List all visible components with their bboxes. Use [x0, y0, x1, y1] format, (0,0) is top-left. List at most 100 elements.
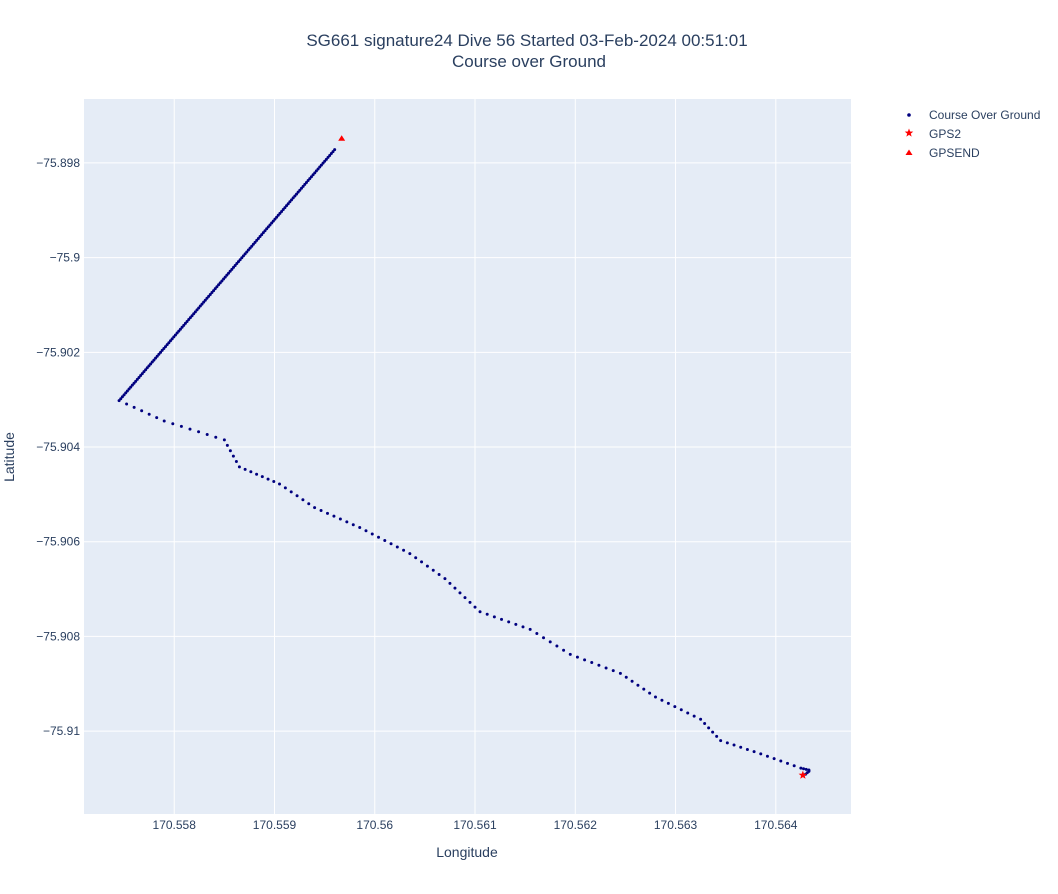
y-tick-label: −75.9: [50, 251, 81, 265]
course-over-ground-point: [358, 526, 362, 530]
course-over-ground-point: [437, 572, 441, 576]
course-over-ground-point: [338, 517, 342, 521]
course-over-ground-point: [249, 470, 253, 474]
x-axis-title: Longitude: [436, 844, 498, 860]
legend-dot-marker: [907, 113, 911, 117]
course-over-ground-point: [332, 514, 336, 518]
course-over-ground-point: [301, 498, 305, 502]
course-over-ground-point: [765, 754, 769, 758]
course-over-ground-point: [707, 726, 711, 730]
course-over-ground-point: [197, 430, 201, 434]
y-tick-label: −75.906: [36, 535, 80, 549]
x-tick-label: 170.56: [356, 818, 393, 832]
course-over-ground-point: [772, 757, 776, 761]
course-over-ground-point: [155, 416, 159, 420]
course-over-ground-point: [370, 532, 374, 536]
y-axis-ticks: −75.898 −75.9 −75.902 −75.904 −75.906 −75.908…: [36, 156, 80, 738]
course-over-ground-point: [759, 752, 763, 756]
course-over-ground-point: [222, 438, 226, 442]
course-over-ground-point: [568, 652, 572, 656]
course-over-ground-point: [162, 419, 166, 423]
course-over-ground-point: [604, 666, 608, 670]
course-over-ground-point: [448, 581, 452, 585]
course-over-ground-point: [555, 644, 559, 648]
course-over-ground-point: [597, 663, 601, 667]
course-over-ground-point: [799, 766, 803, 770]
course-over-ground-point: [562, 648, 566, 652]
chart-title-line-1: SG661 signature24 Dive 56 Started 03-Feb…: [306, 31, 747, 50]
course-over-ground-point: [188, 427, 192, 431]
y-tick-label: −75.91: [43, 724, 80, 738]
course-over-ground-point: [214, 435, 218, 439]
course-over-ground-point: [648, 691, 652, 695]
course-over-ground-point: [642, 687, 646, 691]
course-over-ground-point: [745, 747, 749, 751]
course-over-ground-point: [243, 467, 247, 471]
course-over-ground-point: [313, 506, 317, 510]
x-tick-label: 170.559: [253, 818, 297, 832]
legend-star-marker: [904, 128, 914, 137]
course-over-ground-point: [630, 679, 634, 683]
course-over-ground-point: [686, 711, 690, 715]
course-over-ground-point: [711, 730, 715, 734]
y-tick-label: −75.898: [36, 156, 80, 170]
legend-item-course-over-ground[interactable]: Course Over Ground: [907, 108, 1040, 122]
course-over-ground-point: [636, 683, 640, 687]
course-over-ground-point: [147, 412, 151, 416]
plot-area[interactable]: [84, 99, 851, 814]
x-tick-label: 170.561: [453, 818, 497, 832]
gpsend-marker: [338, 135, 346, 141]
course-over-ground-point: [319, 508, 323, 512]
course-over-ground-point: [443, 577, 447, 581]
course-over-ground-point: [725, 741, 729, 745]
course-over-ground-point: [260, 475, 264, 479]
course-over-ground-point: [692, 714, 696, 718]
course-over-ground-point: [453, 586, 457, 590]
course-over-ground-point: [117, 399, 121, 403]
course-over-ground-point: [383, 539, 387, 543]
course-over-ground-point: [289, 490, 293, 494]
course-over-ground-point: [473, 605, 477, 609]
course-over-ground-point: [507, 620, 511, 624]
course-over-ground-point: [468, 600, 472, 604]
course-over-ground-point: [458, 591, 462, 595]
course-over-ground-point: [752, 750, 756, 754]
legend-label-gpsend: GPSEND: [929, 146, 980, 160]
course-over-ground-point: [514, 622, 518, 626]
course-over-ground-point: [463, 596, 467, 600]
course-over-ground-point: [590, 661, 594, 665]
course-over-ground-point: [377, 535, 381, 539]
x-tick-label: 170.564: [754, 818, 798, 832]
course-over-ground-point: [395, 545, 399, 549]
course-over-ground-point: [548, 640, 552, 644]
legend-triangle-marker: [905, 149, 913, 155]
course-over-ground-point: [266, 477, 270, 481]
legend-item-gps2[interactable]: GPS2: [904, 127, 962, 141]
course-over-ground-point: [660, 698, 664, 702]
course-over-ground-point: [345, 520, 349, 524]
course-over-ground-point: [521, 625, 525, 629]
course-over-ground-point: [679, 708, 683, 712]
legend: Course Over Ground GPS2 GPSEND: [904, 108, 1040, 160]
course-over-ground-point: [786, 761, 789, 765]
course-over-ground-point: [611, 669, 615, 673]
course-over-ground-point: [295, 494, 299, 498]
course-over-ground-point: [389, 542, 393, 546]
course-over-ground-point: [278, 482, 282, 486]
course-over-ground-point: [431, 568, 435, 572]
course-over-ground-point: [666, 701, 670, 705]
course-over-ground-point: [234, 460, 238, 464]
data-marks: [117, 135, 811, 779]
course-over-ground-point: [583, 658, 587, 662]
course-over-ground-point: [792, 764, 796, 768]
course-over-ground-point: [225, 443, 229, 447]
x-axis-ticks: 170.558 170.559 170.56 170.561 170.562 170.56…: [153, 818, 798, 832]
course-over-ground-point: [140, 409, 144, 413]
course-over-ground-point: [307, 502, 311, 506]
gps2-marker: [798, 770, 808, 779]
legend-item-gpsend[interactable]: GPSEND: [905, 146, 981, 160]
y-tick-label: −75.908: [36, 629, 80, 643]
course-over-ground-point: [179, 424, 183, 428]
